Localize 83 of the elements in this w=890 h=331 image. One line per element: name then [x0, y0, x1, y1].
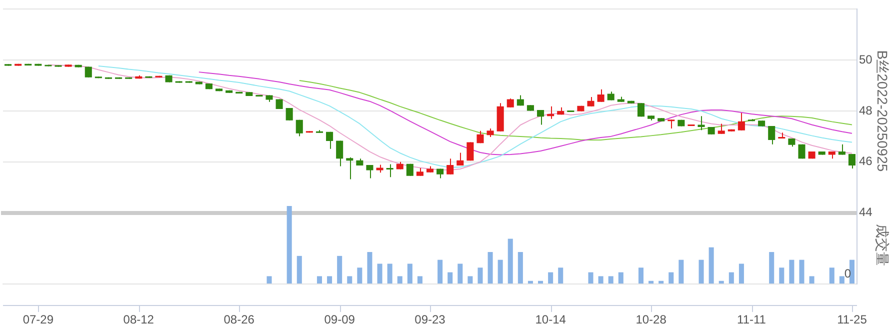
- x-tick-label: 11-11: [737, 312, 766, 327]
- candlestick: [648, 115, 655, 121]
- y-tick-label: 48: [859, 103, 873, 118]
- bar: [668, 272, 674, 284]
- bar: [829, 268, 834, 284]
- candlestick: [476, 130, 484, 144]
- bar: [518, 252, 523, 284]
- bar: [718, 280, 724, 284]
- y-tick-label: 46: [859, 154, 873, 168]
- bar: [618, 272, 624, 284]
- bar: [839, 276, 844, 284]
- bar: [548, 272, 554, 284]
- bar: [468, 276, 473, 284]
- bar: [658, 280, 664, 284]
- candlestick: [838, 144, 846, 156]
- x-tick-label: 11-25: [837, 312, 868, 327]
- bar: [266, 276, 272, 284]
- y-axis-title: 成交量: [874, 224, 890, 266]
- bar: [648, 280, 654, 284]
- candlestick: [587, 96, 594, 107]
- candlestick: [376, 164, 384, 174]
- bar: [377, 264, 382, 284]
- candlestick: [175, 80, 182, 84]
- bar: [678, 260, 684, 284]
- bar: [438, 260, 443, 284]
- bar: [528, 280, 533, 284]
- bar: [397, 276, 402, 284]
- bar: [698, 260, 704, 284]
- candlestick: [607, 91, 614, 101]
- bar: [347, 276, 352, 284]
- bar: [387, 264, 392, 284]
- candlestick: [266, 94, 273, 102]
- bar: [638, 268, 644, 284]
- bar: [498, 260, 503, 284]
- bar: [789, 260, 794, 284]
- candlestick: [185, 80, 192, 84]
- bar: [316, 276, 322, 284]
- bar: [738, 264, 744, 284]
- x-tick-label: 10-28: [636, 312, 667, 327]
- bar: [508, 238, 513, 284]
- bar: [708, 247, 714, 284]
- candlestick: [758, 120, 766, 127]
- y-tick-label: 44: [859, 205, 873, 220]
- candlestick: [54, 64, 62, 68]
- x-tick-label: 09-09: [324, 312, 356, 327]
- bar: [558, 268, 564, 284]
- bar: [448, 272, 453, 284]
- bar: [538, 280, 544, 284]
- candlestick: [698, 116, 705, 131]
- bar: [488, 252, 493, 284]
- y-tick-label: 50: [859, 52, 873, 66]
- candlestick: [818, 150, 826, 156]
- bar: [327, 276, 332, 284]
- bar: [598, 276, 604, 284]
- bar: [458, 264, 463, 284]
- x-tick-label: 10-14: [535, 312, 566, 327]
- bar: [799, 260, 804, 284]
- bar: [286, 206, 292, 284]
- bar: [608, 276, 614, 284]
- x-tick-label: 08-12: [123, 312, 154, 327]
- candlestick: [658, 118, 665, 122]
- candlestick: [246, 92, 253, 96]
- bar: [296, 256, 302, 284]
- bar: [728, 272, 734, 284]
- bar: [588, 272, 594, 284]
- bar: [809, 276, 814, 284]
- bar: [769, 252, 774, 284]
- bar: [337, 256, 342, 284]
- y-axis-title: B丝2022-20250925: [874, 50, 890, 172]
- x-tick-label: 09-23: [414, 312, 446, 327]
- x-tick-label: 08-26: [224, 312, 255, 327]
- bar: [417, 276, 422, 284]
- bar: [357, 268, 362, 284]
- candlestick: [798, 144, 806, 160]
- bar: [779, 268, 784, 284]
- x-tick-label: 07-29: [22, 312, 54, 327]
- bar: [849, 260, 854, 284]
- bar: [478, 268, 483, 284]
- candlestick: [195, 81, 202, 85]
- bar: [367, 252, 372, 284]
- candlestick: [718, 123, 725, 134]
- bar: [407, 264, 412, 284]
- candlestick: [828, 150, 836, 160]
